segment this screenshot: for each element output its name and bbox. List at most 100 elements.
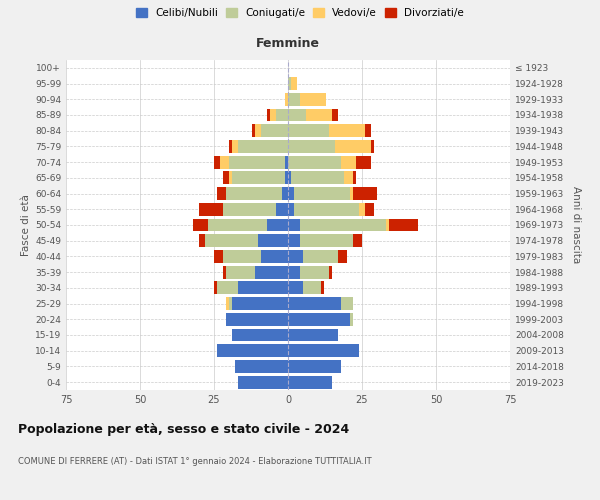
Bar xyxy=(288,156,341,168)
Bar xyxy=(288,313,350,326)
Bar xyxy=(267,108,270,122)
Bar xyxy=(335,140,371,153)
Bar xyxy=(386,218,389,232)
Bar xyxy=(214,250,223,263)
Bar xyxy=(288,172,291,184)
Bar xyxy=(291,172,344,184)
Bar xyxy=(288,376,332,388)
Bar xyxy=(285,172,288,184)
Bar xyxy=(344,172,353,184)
Bar xyxy=(232,172,285,184)
Bar xyxy=(208,218,267,232)
Bar xyxy=(294,203,359,215)
Bar xyxy=(300,93,326,106)
Bar xyxy=(199,234,205,247)
Bar xyxy=(329,266,332,278)
Bar xyxy=(259,234,288,247)
Bar xyxy=(199,203,223,215)
Bar xyxy=(350,187,353,200)
Bar xyxy=(341,156,356,168)
Bar xyxy=(329,124,365,137)
Text: Femmine: Femmine xyxy=(256,37,320,50)
Bar xyxy=(288,344,359,357)
Bar xyxy=(262,124,288,137)
Bar xyxy=(371,140,374,153)
Bar xyxy=(288,108,306,122)
Bar xyxy=(262,250,288,263)
Bar xyxy=(238,282,288,294)
Text: Popolazione per età, sesso e stato civile - 2024: Popolazione per età, sesso e stato civil… xyxy=(18,422,349,436)
Bar xyxy=(303,250,338,263)
Bar xyxy=(267,218,288,232)
Bar xyxy=(238,140,288,153)
Bar xyxy=(226,266,256,278)
Bar xyxy=(256,124,262,137)
Bar xyxy=(220,156,229,168)
Bar xyxy=(226,187,282,200)
Bar xyxy=(223,266,226,278)
Bar xyxy=(193,218,208,232)
Bar xyxy=(276,108,288,122)
Bar xyxy=(223,172,229,184)
Bar xyxy=(300,234,353,247)
Bar xyxy=(353,172,356,184)
Bar xyxy=(217,282,238,294)
Bar xyxy=(288,140,335,153)
Bar xyxy=(288,93,300,106)
Bar xyxy=(217,187,226,200)
Bar xyxy=(229,140,232,153)
Bar xyxy=(288,282,303,294)
Bar xyxy=(232,328,288,342)
Bar xyxy=(300,266,329,278)
Bar xyxy=(270,108,276,122)
Bar xyxy=(288,218,300,232)
Bar xyxy=(320,282,323,294)
Bar xyxy=(359,203,365,215)
Bar xyxy=(338,250,347,263)
Bar xyxy=(229,297,232,310)
Bar xyxy=(232,140,238,153)
Bar xyxy=(306,108,332,122)
Y-axis label: Fasce di età: Fasce di età xyxy=(21,194,31,256)
Bar xyxy=(223,203,276,215)
Text: COMUNE DI FERRERE (AT) - Dati ISTAT 1° gennaio 2024 - Elaborazione TUTTITALIA.IT: COMUNE DI FERRERE (AT) - Dati ISTAT 1° g… xyxy=(18,458,371,466)
Bar xyxy=(303,282,320,294)
Bar xyxy=(365,203,374,215)
Bar xyxy=(291,77,297,90)
Bar xyxy=(288,187,294,200)
Bar xyxy=(350,313,353,326)
Bar xyxy=(288,360,341,373)
Bar xyxy=(238,376,288,388)
Bar xyxy=(341,297,353,310)
Bar xyxy=(226,313,288,326)
Bar xyxy=(288,77,291,90)
Bar xyxy=(300,218,386,232)
Bar xyxy=(214,282,217,294)
Bar xyxy=(229,172,232,184)
Bar xyxy=(282,187,288,200)
Bar xyxy=(288,234,300,247)
Bar xyxy=(232,297,288,310)
Bar xyxy=(256,266,288,278)
Bar xyxy=(223,250,262,263)
Bar xyxy=(253,124,256,137)
Bar xyxy=(285,93,288,106)
Bar xyxy=(288,328,338,342)
Bar xyxy=(214,156,220,168)
Bar xyxy=(353,234,362,247)
Bar xyxy=(288,297,341,310)
Bar xyxy=(288,266,300,278)
Bar xyxy=(288,124,329,137)
Bar xyxy=(332,108,338,122)
Bar xyxy=(205,234,259,247)
Y-axis label: Anni di nascita: Anni di nascita xyxy=(571,186,581,264)
Bar xyxy=(226,297,229,310)
Bar xyxy=(217,344,288,357)
Bar xyxy=(235,360,288,373)
Bar xyxy=(365,124,371,137)
Bar xyxy=(229,156,285,168)
Bar xyxy=(356,156,371,168)
Bar xyxy=(353,187,377,200)
Bar xyxy=(294,187,350,200)
Bar xyxy=(389,218,418,232)
